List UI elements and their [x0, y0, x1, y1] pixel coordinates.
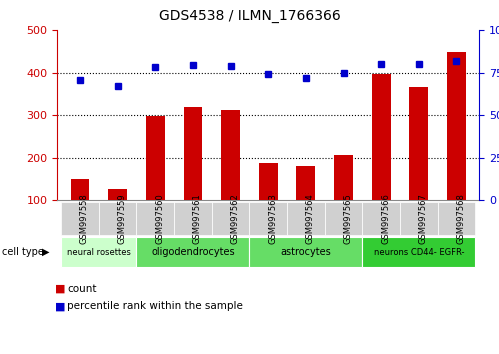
- Bar: [70, 179, 89, 200]
- Bar: [372, 74, 391, 200]
- Text: cell type: cell type: [2, 247, 44, 257]
- Text: neural rosettes: neural rosettes: [67, 248, 131, 257]
- Text: GSM997566: GSM997566: [381, 193, 390, 244]
- Bar: [259, 163, 277, 200]
- Text: neurons CD44- EGFR-: neurons CD44- EGFR-: [374, 248, 464, 257]
- Text: GSM997564: GSM997564: [306, 193, 315, 244]
- Text: astrocytes: astrocytes: [280, 247, 331, 257]
- Bar: [409, 87, 428, 200]
- Text: GSM997565: GSM997565: [343, 193, 352, 244]
- Text: GSM997560: GSM997560: [155, 193, 164, 244]
- Text: count: count: [67, 284, 97, 293]
- Bar: [108, 189, 127, 200]
- Text: GSM997563: GSM997563: [268, 193, 277, 244]
- Text: GSM997558: GSM997558: [80, 193, 89, 244]
- Bar: [334, 155, 353, 200]
- Text: oligodendrocytes: oligodendrocytes: [151, 247, 235, 257]
- Text: GDS4538 / ILMN_1766366: GDS4538 / ILMN_1766366: [159, 9, 340, 23]
- Text: percentile rank within the sample: percentile rank within the sample: [67, 301, 243, 311]
- Text: ■: ■: [55, 301, 65, 311]
- Bar: [296, 166, 315, 200]
- Bar: [146, 116, 165, 200]
- Text: ■: ■: [55, 284, 65, 293]
- Bar: [447, 52, 466, 200]
- Text: GSM997562: GSM997562: [231, 193, 240, 244]
- Text: GSM997561: GSM997561: [193, 193, 202, 244]
- Text: GSM997559: GSM997559: [118, 193, 127, 244]
- Text: GSM997568: GSM997568: [457, 193, 466, 244]
- Bar: [184, 107, 202, 200]
- Text: GSM997567: GSM997567: [419, 193, 428, 244]
- Bar: [221, 110, 240, 200]
- Text: ▶: ▶: [42, 247, 50, 257]
